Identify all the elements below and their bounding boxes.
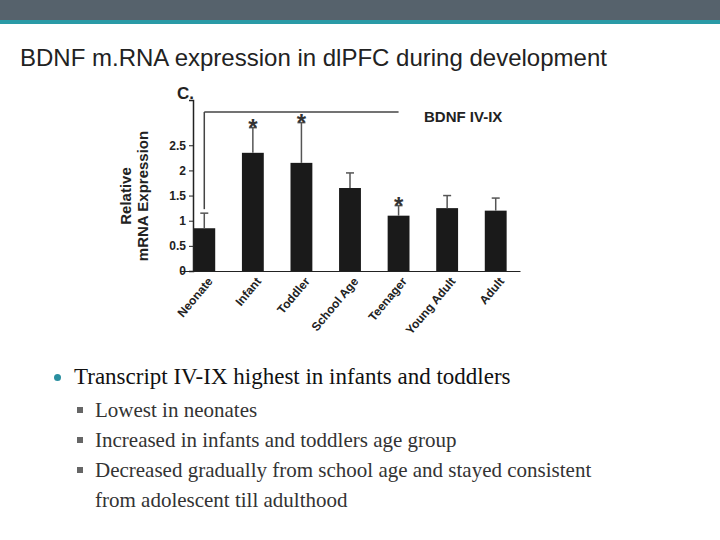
bar — [485, 211, 507, 271]
error-bar — [200, 213, 208, 228]
y-axis-title: RelativemRNA Expression — [117, 131, 151, 261]
x-tick: Toddler — [274, 271, 313, 317]
bracket-end — [204, 112, 206, 209]
sub-bullet-marker — [77, 407, 83, 413]
sub-bullet: Increased in infants and toddlers age gr… — [74, 425, 620, 455]
y-axis-line — [189, 101, 194, 272]
x-tick-label: Teenager — [365, 274, 410, 323]
x-tick-label: Infant — [232, 275, 264, 309]
error-bar-cap — [492, 197, 500, 199]
y-tick: 2.5 — [169, 139, 193, 153]
bar — [436, 208, 458, 271]
bullet: Transcript IV-IX highest in infants and … — [52, 362, 692, 392]
x-tick: School Age — [308, 271, 361, 334]
sub-bullet: Decreased gradually from school age and … — [74, 455, 620, 515]
header-band — [0, 0, 720, 20]
significance-asterisk: * — [297, 109, 307, 136]
x-tick-label: Neonate — [174, 274, 215, 320]
y-tick-label: 1.5 — [169, 189, 186, 203]
bar — [242, 153, 264, 271]
x-axis-line — [181, 271, 521, 272]
y-tick: 1.5 — [169, 189, 193, 203]
y-tick: 1 — [179, 214, 193, 228]
y-tick-mark — [189, 246, 193, 247]
error-bar-stem — [495, 198, 497, 211]
sub-bullet-marker — [77, 437, 83, 443]
bar — [388, 216, 410, 271]
significance-asterisk: * — [394, 192, 404, 219]
error-bar — [346, 173, 354, 188]
sub-bullet-text: Lowest in neonates — [95, 398, 257, 422]
x-tick: Teenager — [365, 271, 410, 324]
error-bar — [443, 196, 451, 209]
x-tick: Young Adult — [403, 271, 459, 337]
x-tick-label: School Age — [308, 274, 361, 333]
y-tick-mark — [189, 170, 193, 171]
y-tick-mark — [189, 221, 193, 222]
y-tick-mark — [189, 196, 193, 197]
error-bar-stem — [204, 213, 206, 228]
error-bar-cap — [200, 212, 208, 214]
bullet-list: Transcript IV-IX highest in infants and … — [52, 362, 692, 515]
bar — [193, 228, 215, 271]
sub-bullet: Lowest in neonates — [74, 395, 620, 425]
panel-label: C. — [177, 84, 194, 103]
sub-bullet-text: Decreased gradually from school age and … — [95, 458, 591, 512]
y-tick-label: 1 — [179, 214, 186, 228]
x-tick: Infant — [232, 271, 264, 309]
error-bar-stem — [446, 196, 448, 209]
chart-title: BDNF IV-IX — [424, 108, 502, 125]
y-tick: 2 — [179, 164, 193, 178]
sub-bullet-list: Lowest in neonates Increased in infants a… — [52, 395, 692, 515]
x-tick-label: Adult — [477, 275, 507, 307]
x-tick-label: Young Adult — [403, 275, 459, 338]
error-bar — [492, 198, 500, 211]
x-tick: Adult — [477, 271, 507, 307]
y-tick-label: 2.5 — [169, 139, 186, 153]
plot-area — [193, 123, 506, 271]
x-tick-label: Toddler — [274, 274, 313, 316]
y-tick-label: 2 — [179, 164, 186, 178]
error-bar-stem — [349, 173, 351, 188]
y-tick: 0.5 — [169, 239, 193, 253]
bullet-marker — [54, 374, 61, 381]
significance-asterisk: * — [248, 114, 258, 141]
bar — [291, 163, 313, 271]
header-accent — [0, 20, 720, 24]
slide-title: BDNF m.RNA expression in dlPFC during de… — [20, 44, 607, 72]
y-tick-label: 0.5 — [169, 239, 186, 253]
y-tick-mark — [189, 145, 193, 146]
error-bar-cap — [443, 195, 451, 197]
error-bar-cap — [346, 172, 354, 174]
y-axis: 00.511.522.5 — [169, 101, 193, 279]
bullet-text: Transcript IV-IX highest in infants and … — [74, 364, 511, 389]
sub-bullet-text: Increased in infants and toddlers age gr… — [95, 428, 457, 452]
sub-bullet-marker — [77, 467, 83, 473]
x-tick: Neonate — [174, 271, 215, 320]
bar — [339, 188, 361, 271]
x-axis: Neonate Infant ToddlerSchool AgeTeenagerYo… — [174, 271, 520, 337]
